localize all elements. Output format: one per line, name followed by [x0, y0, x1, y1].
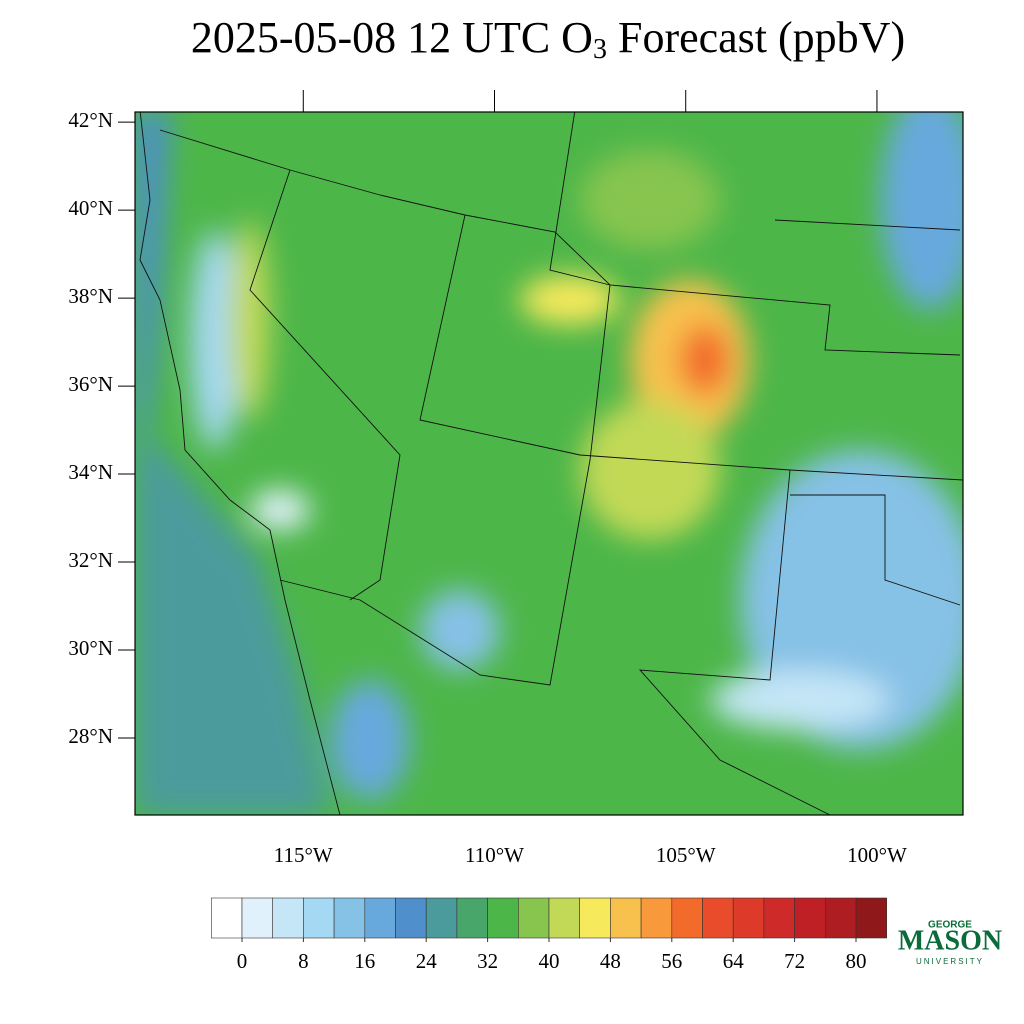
plains — [880, 112, 963, 310]
colorbar-box — [487, 897, 519, 939]
border — [638, 469, 831, 815]
colorbar-box — [671, 897, 703, 939]
high — [680, 325, 730, 395]
title-text: Forecast (ppbV) — [607, 13, 905, 62]
colorbar-box — [364, 897, 396, 939]
colorbar-box — [732, 897, 765, 939]
x-tick-label: 115°W — [274, 843, 333, 867]
colorbar-box — [303, 897, 335, 939]
logo: GEORGE MASON UNIVERSITY — [898, 920, 1002, 966]
mid — [580, 400, 720, 540]
logo-bottom: UNIVERSITY — [916, 957, 984, 966]
colorbar-label: 24 — [416, 949, 438, 973]
chart-title: 2025-05-08 12 UTC O3 Forecast (ppbV) — [191, 13, 905, 65]
colorbar-label: 16 — [354, 949, 375, 973]
colorbar-label: 56 — [661, 949, 682, 973]
y-tick-label: 36°N — [68, 372, 113, 396]
colorbar-box — [395, 897, 427, 939]
border — [279, 284, 611, 686]
y-tick-label: 32°N — [68, 548, 113, 572]
border — [549, 112, 611, 286]
mid — [230, 220, 270, 420]
low — [330, 680, 410, 800]
coast — [139, 112, 341, 815]
x-tick-label: 100°W — [847, 843, 907, 867]
map-frame — [134, 111, 964, 816]
colorbar-box — [211, 897, 243, 939]
ocean — [135, 420, 330, 815]
colorbar-box — [333, 897, 366, 939]
colorbar-label: 72 — [784, 949, 805, 973]
colorbar-box — [794, 897, 826, 939]
colorbar-box — [855, 897, 888, 939]
colorbar-label: 8 — [298, 949, 309, 973]
colorbar-box — [517, 897, 550, 939]
colorbar-label: 80 — [846, 949, 867, 973]
ocean — [135, 112, 170, 440]
high — [520, 275, 620, 325]
border — [419, 214, 963, 481]
logo-top: GEORGE — [928, 920, 972, 931]
title-subscript: 3 — [593, 34, 607, 65]
colorbar-box — [272, 897, 304, 939]
colorbar-box — [763, 897, 795, 939]
borders — [139, 112, 963, 815]
low — [250, 490, 310, 530]
colorbar-box — [824, 897, 857, 939]
y-tick-label: 34°N — [68, 460, 113, 484]
border — [774, 219, 961, 231]
border — [790, 494, 961, 606]
colorbar-label: 48 — [600, 949, 621, 973]
colorbar-box — [456, 897, 488, 939]
colorbar-box — [579, 897, 611, 939]
border — [159, 129, 961, 356]
colorbar-box — [425, 897, 458, 939]
x-tick-label: 105°W — [656, 843, 716, 867]
border — [249, 169, 401, 601]
colorbar-label: 32 — [477, 949, 498, 973]
title-text: 2025-05-08 12 UTC O — [191, 13, 593, 62]
colorbar-label: 40 — [539, 949, 560, 973]
y-tick-label: 42°N — [68, 108, 113, 132]
logo-main: MASON — [898, 925, 1002, 956]
field-blobs — [135, 112, 963, 815]
y-tick-label: 40°N — [68, 196, 113, 220]
colorbar-box — [548, 897, 581, 939]
y-tick-label: 38°N — [68, 284, 113, 308]
colorbar-box — [640, 897, 673, 939]
colorbar-box — [610, 897, 642, 939]
map-field — [135, 112, 963, 815]
colorbar-label: 0 — [237, 949, 248, 973]
colorbar-label: 64 — [723, 949, 745, 973]
colorbar-box — [702, 897, 734, 939]
mid — [580, 150, 720, 250]
low — [420, 590, 500, 670]
x-tick-label: 110°W — [465, 843, 524, 867]
valley — [190, 230, 240, 450]
colorbar-box — [241, 897, 274, 939]
y-tick-label: 30°N — [68, 636, 113, 660]
y-tick-label: 28°N — [68, 724, 113, 748]
plains — [710, 670, 890, 730]
